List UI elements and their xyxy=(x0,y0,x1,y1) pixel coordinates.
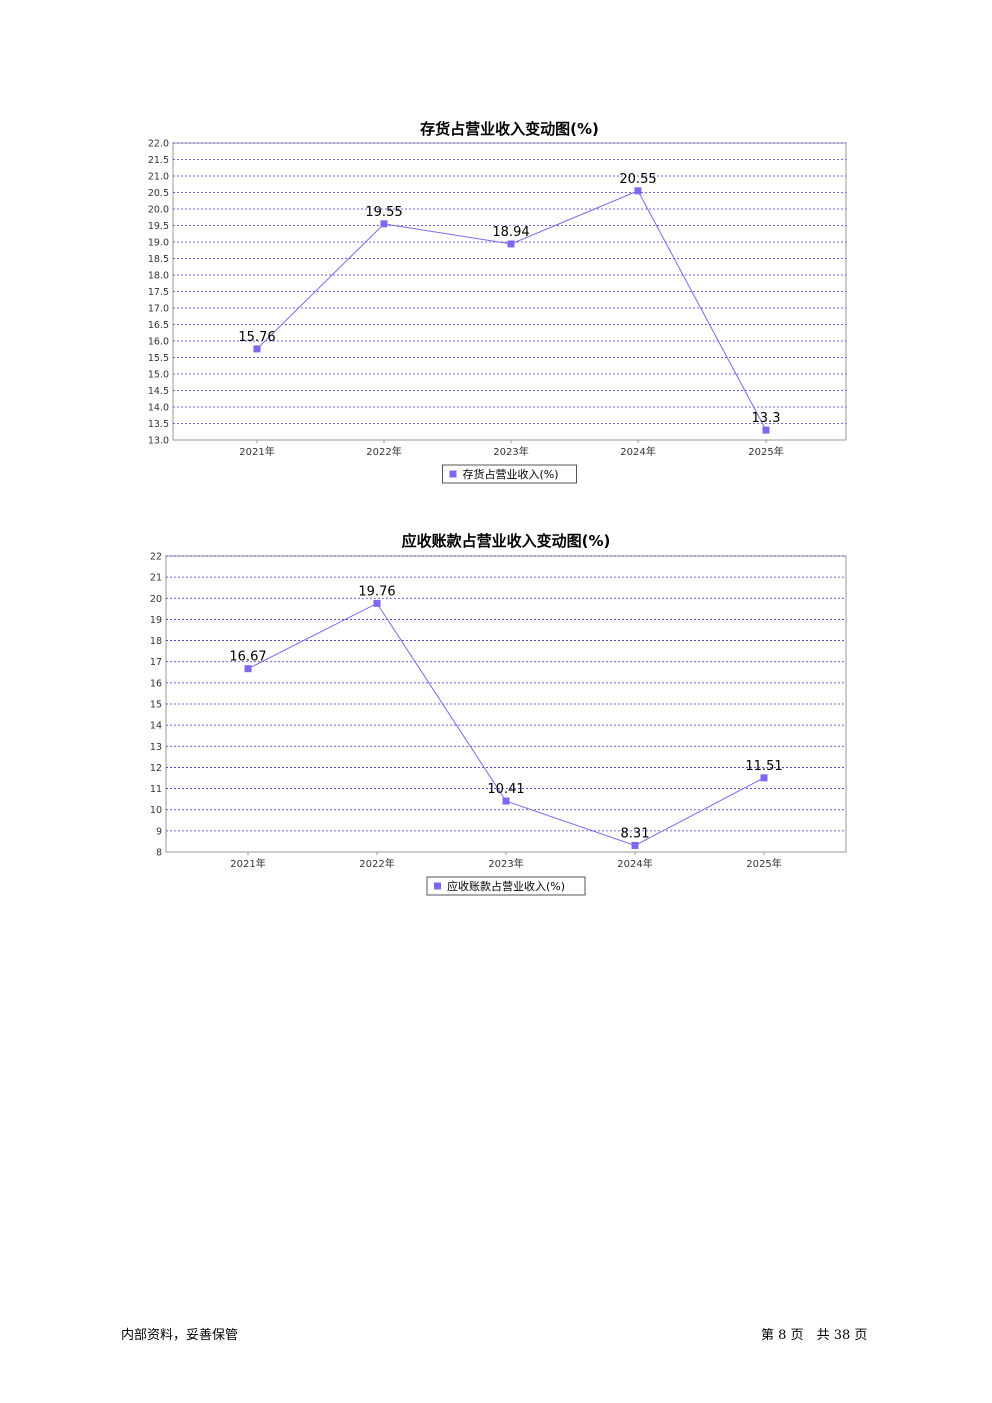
y-tick-label: 20 xyxy=(150,594,162,605)
y-tick-label: 13 xyxy=(150,742,162,753)
y-tick-label: 19 xyxy=(150,615,162,626)
y-tick-label: 20.5 xyxy=(148,188,169,199)
x-tick-label: 2021年 xyxy=(239,445,274,458)
y-tick-label: 21.5 xyxy=(148,155,169,166)
x-tick-label: 2022年 xyxy=(359,857,394,870)
y-tick-label: 15.0 xyxy=(148,370,169,381)
y-tick-label: 15 xyxy=(150,700,162,711)
page-prefix: 第 xyxy=(761,1328,775,1343)
y-tick-label: 14 xyxy=(150,721,162,732)
page-total: 38 xyxy=(833,1328,851,1343)
receivables-ratio-chart: 应收账款占营业收入变动图(%) 8 9 10 11 12 13 14 15 16 17 18 19 20 2… xyxy=(0,522,992,912)
data-label: 16.67 xyxy=(229,650,266,665)
x-tick-label: 2022年 xyxy=(366,445,401,458)
legend: 存货占营业收入(%) xyxy=(442,464,577,484)
data-label: 18.94 xyxy=(492,225,529,240)
y-tick-label: 22 xyxy=(150,552,162,563)
data-point xyxy=(631,841,639,849)
legend-box xyxy=(426,876,586,896)
y-tick-label: 18.0 xyxy=(148,271,169,282)
inventory-ratio-chart: 存货占营业收入变动图(%) 13.0 13.5 14.0 14.5 15.0 15.5 16.… xyxy=(0,110,992,500)
x-tick-label: 2025年 xyxy=(746,857,781,870)
page-mid: 页 共 xyxy=(790,1328,830,1343)
y-tick-label: 9 xyxy=(156,826,162,837)
y-tick-label: 21 xyxy=(150,573,162,584)
y-tick-label: 13.0 xyxy=(148,436,169,447)
data-point xyxy=(507,240,515,248)
y-tick-label: 18 xyxy=(150,636,162,647)
data-label: 11.51 xyxy=(745,759,782,774)
y-tick-label: 19.0 xyxy=(148,238,169,249)
data-label: 20.55 xyxy=(619,172,656,187)
y-tick-label: 22.0 xyxy=(148,139,169,150)
data-label: 10.41 xyxy=(487,782,524,797)
legend: 应收账款占营业收入(%) xyxy=(426,876,586,896)
legend-marker xyxy=(449,470,457,478)
y-tick-label: 17.5 xyxy=(148,287,169,298)
y-tick-label: 20.0 xyxy=(148,205,169,216)
y-tick-label: 18.5 xyxy=(148,254,169,265)
y-tick-label: 14.5 xyxy=(148,386,169,397)
y-tick-label: 16 xyxy=(150,678,162,689)
x-tick-label: 2024年 xyxy=(617,857,652,870)
y-tick-label: 16.0 xyxy=(148,337,169,348)
y-tick-label: 17 xyxy=(150,657,162,668)
y-tick-label: 16.5 xyxy=(148,320,169,331)
x-tick-label: 2025年 xyxy=(748,445,783,458)
x-tick-label: 2021年 xyxy=(230,857,265,870)
data-point xyxy=(244,665,252,673)
chart-title: 应收账款占营业收入变动图(%) xyxy=(402,532,611,550)
x-tick-label: 2023年 xyxy=(488,857,523,870)
legend-marker xyxy=(434,882,441,890)
y-tick-label: 8 xyxy=(156,848,162,859)
legend-label: 存货占营业收入(%) xyxy=(463,467,559,481)
footer-page-info: 第 8 页 共 38 页 xyxy=(761,1324,867,1343)
receivables-ratio-chart-svg: 应收账款占营业收入变动图(%)8910111213141516171819202… xyxy=(150,532,847,896)
footer-confidential-note: 内部资料，妥善保管 xyxy=(121,1328,239,1343)
data-point xyxy=(502,797,510,805)
data-point xyxy=(253,345,261,353)
data-label: 15.76 xyxy=(238,330,275,345)
legend-label: 应收账款占营业收入(%) xyxy=(447,879,565,893)
x-tick-label: 2024年 xyxy=(620,445,655,458)
y-tick-label: 15.5 xyxy=(148,353,169,364)
data-label: 13.3 xyxy=(752,411,781,426)
inventory-ratio-chart-svg: 存货占营业收入变动图(%) 13.0 13.5 14.0 14.5 15.0 15.5 16.… xyxy=(148,120,847,484)
data-point xyxy=(760,774,768,782)
y-tick-label: 11 xyxy=(150,784,162,795)
data-point xyxy=(762,426,770,434)
y-tick-label: 12 xyxy=(150,763,162,774)
data-point xyxy=(634,187,642,195)
y-tick-label: 10 xyxy=(150,805,162,816)
y-tick-label: 14.0 xyxy=(148,403,169,414)
chart-title: 存货占营业收入变动图(%) xyxy=(420,120,599,138)
data-label: 19.55 xyxy=(365,205,402,220)
legend-box xyxy=(442,464,577,484)
y-tick-label: 21.0 xyxy=(148,172,169,183)
data-point xyxy=(380,220,388,228)
page-number: 8 xyxy=(778,1328,787,1343)
data-point xyxy=(373,599,381,607)
x-tick-label: 2023年 xyxy=(493,445,528,458)
y-tick-label: 17.0 xyxy=(148,304,169,315)
page-suffix: 页 xyxy=(854,1328,868,1343)
data-label: 19.76 xyxy=(358,584,395,599)
y-tick-label: 13.5 xyxy=(148,419,169,430)
y-tick-label: 19.5 xyxy=(148,221,169,232)
data-label: 8.31 xyxy=(621,826,650,841)
